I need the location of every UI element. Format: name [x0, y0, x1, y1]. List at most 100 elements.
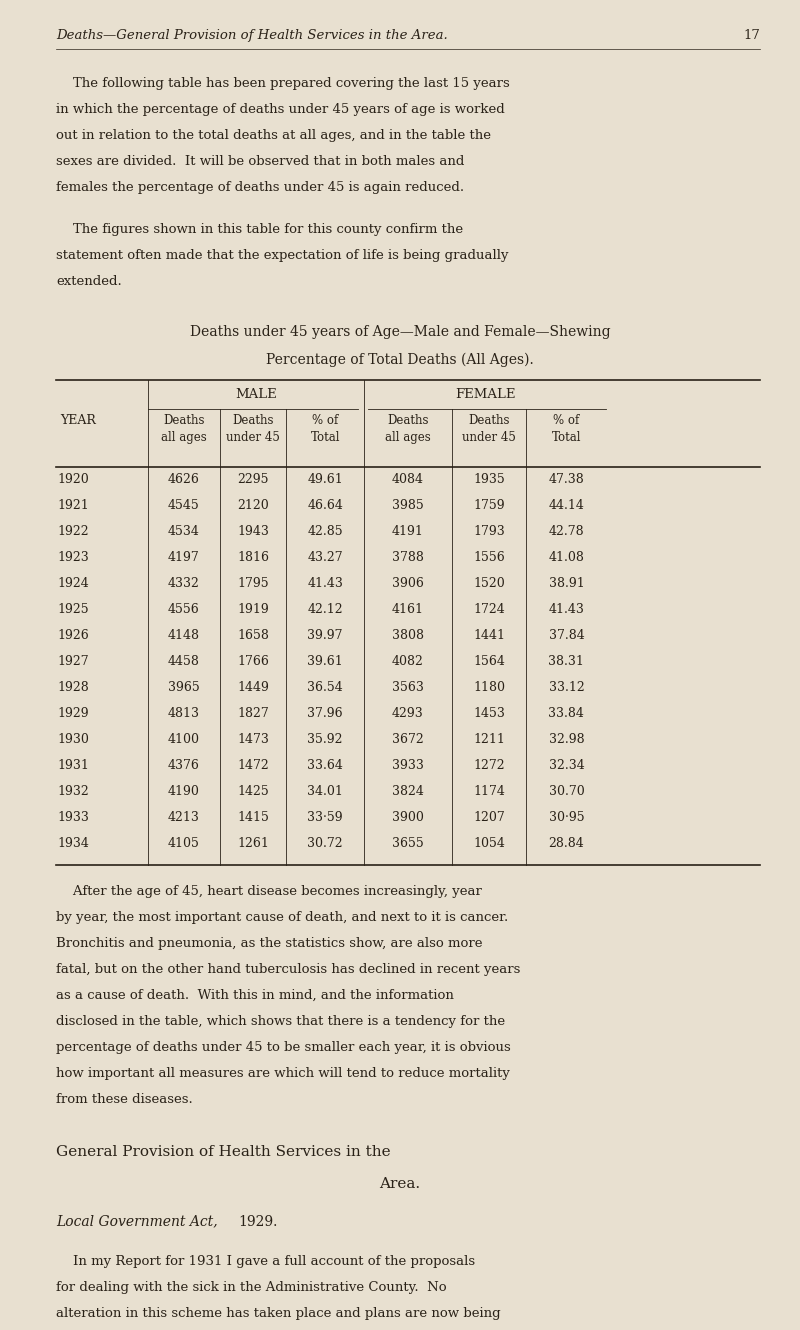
Text: 4293: 4293 [392, 706, 424, 720]
Text: 4148: 4148 [168, 629, 200, 642]
Text: 1919: 1919 [238, 602, 269, 616]
Text: alteration in this scheme has taken place and plans are now being: alteration in this scheme has taken plac… [56, 1307, 501, 1319]
Text: as a cause of death.  With this in mind, and the information: as a cause of death. With this in mind, … [56, 988, 454, 1001]
Text: 4332: 4332 [168, 577, 200, 591]
Text: Deaths
under 45: Deaths under 45 [226, 414, 280, 444]
Text: 1932: 1932 [58, 785, 90, 798]
Text: 33.12: 33.12 [549, 681, 584, 694]
Text: 1472: 1472 [238, 758, 269, 771]
Text: 1658: 1658 [238, 629, 269, 642]
Text: 3788: 3788 [392, 551, 424, 564]
Text: 1930: 1930 [58, 733, 90, 746]
Text: fatal, but on the other hand tuberculosis has declined in recent years: fatal, but on the other hand tuberculosi… [56, 963, 520, 976]
Text: Deaths
all ages: Deaths all ages [385, 414, 431, 444]
Text: Local Government Act,: Local Government Act, [56, 1214, 218, 1229]
Text: 4534: 4534 [168, 525, 200, 539]
Text: 4161: 4161 [392, 602, 424, 616]
Text: 34.01: 34.01 [307, 785, 343, 798]
Text: 4105: 4105 [168, 837, 200, 850]
Text: 1927: 1927 [58, 654, 90, 668]
Text: 30.70: 30.70 [549, 785, 584, 798]
Text: In my Report for 1931 I gave a full account of the proposals: In my Report for 1931 I gave a full acco… [56, 1256, 475, 1267]
Text: 35.92: 35.92 [307, 733, 343, 746]
Text: 1931: 1931 [58, 758, 90, 771]
Text: 3655: 3655 [392, 837, 424, 850]
Text: 33.84: 33.84 [549, 706, 584, 720]
Text: 41.43: 41.43 [307, 577, 343, 591]
Text: Deaths under 45 years of Age—Male and Female—Shewing: Deaths under 45 years of Age—Male and Fe… [190, 325, 610, 339]
Text: 3933: 3933 [392, 758, 424, 771]
Text: 1054: 1054 [474, 837, 505, 850]
Text: 3563: 3563 [392, 681, 424, 694]
Text: 1934: 1934 [58, 837, 90, 850]
Text: 1415: 1415 [238, 810, 269, 823]
Text: Bronchitis and pneumonia, as the statistics show, are also more: Bronchitis and pneumonia, as the statist… [56, 936, 482, 950]
Text: The figures shown in this table for this county confirm the: The figures shown in this table for this… [56, 222, 463, 235]
Text: 47.38: 47.38 [549, 473, 584, 487]
Text: 4813: 4813 [168, 706, 200, 720]
Text: 41.08: 41.08 [549, 551, 584, 564]
Text: 4190: 4190 [168, 785, 200, 798]
Text: statement often made that the expectation of life is being gradually: statement often made that the expectatio… [56, 249, 509, 262]
Text: 1922: 1922 [58, 525, 90, 539]
Text: 3672: 3672 [392, 733, 424, 746]
Text: 4100: 4100 [168, 733, 200, 746]
Text: how important all measures are which will tend to reduce mortality: how important all measures are which wil… [56, 1067, 510, 1080]
Text: 4545: 4545 [168, 499, 200, 512]
Text: females the percentage of deaths under 45 is again reduced.: females the percentage of deaths under 4… [56, 181, 464, 194]
Text: 1449: 1449 [238, 681, 269, 694]
Text: 1943: 1943 [238, 525, 269, 539]
Text: YEAR: YEAR [60, 414, 96, 427]
Text: 1207: 1207 [474, 810, 505, 823]
Text: 1180: 1180 [473, 681, 506, 694]
Text: 4376: 4376 [168, 758, 200, 771]
Text: Area.: Area. [379, 1177, 421, 1192]
Text: 3985: 3985 [392, 499, 424, 512]
Text: 28.84: 28.84 [549, 837, 584, 850]
Text: 2295: 2295 [238, 473, 269, 487]
Text: 46.64: 46.64 [307, 499, 343, 512]
Text: in which the percentage of deaths under 45 years of age is worked: in which the percentage of deaths under … [56, 104, 505, 116]
Text: 1920: 1920 [58, 473, 90, 487]
Text: 41.43: 41.43 [549, 602, 584, 616]
Text: 1795: 1795 [238, 577, 269, 591]
Text: 1425: 1425 [238, 785, 269, 798]
Text: 1924: 1924 [58, 577, 90, 591]
Text: 44.14: 44.14 [549, 499, 584, 512]
Text: 37.84: 37.84 [549, 629, 584, 642]
Text: 1453: 1453 [474, 706, 505, 720]
Text: 42.85: 42.85 [307, 525, 343, 539]
Text: out in relation to the total deaths at all ages, and in the table the: out in relation to the total deaths at a… [56, 129, 491, 142]
Text: 1759: 1759 [474, 499, 505, 512]
Text: Deaths
all ages: Deaths all ages [161, 414, 207, 444]
Text: 36.54: 36.54 [307, 681, 343, 694]
Text: sexes are divided.  It will be observed that in both males and: sexes are divided. It will be observed t… [56, 156, 464, 168]
Text: extended.: extended. [56, 275, 122, 287]
Text: 32.34: 32.34 [549, 758, 584, 771]
Text: 1928: 1928 [58, 681, 90, 694]
Text: % of
Total: % of Total [310, 414, 340, 444]
Text: 2120: 2120 [238, 499, 269, 512]
Text: 1827: 1827 [238, 706, 269, 720]
Text: 1925: 1925 [58, 602, 90, 616]
Text: 1473: 1473 [238, 733, 269, 746]
Text: 4458: 4458 [168, 654, 200, 668]
Text: 1174: 1174 [474, 785, 505, 798]
Text: 1556: 1556 [474, 551, 505, 564]
Text: Deaths
under 45: Deaths under 45 [462, 414, 516, 444]
Text: MALE: MALE [235, 387, 277, 400]
Text: 4197: 4197 [168, 551, 200, 564]
Text: 1929: 1929 [58, 706, 90, 720]
Text: 3906: 3906 [392, 577, 424, 591]
Text: 42.12: 42.12 [307, 602, 343, 616]
Text: 1520: 1520 [474, 577, 505, 591]
Text: The following table has been prepared covering the last 15 years: The following table has been prepared co… [56, 77, 510, 90]
Text: disclosed in the table, which shows that there is a tendency for the: disclosed in the table, which shows that… [56, 1015, 505, 1028]
Text: 4084: 4084 [392, 473, 424, 487]
Text: 37.96: 37.96 [307, 706, 343, 720]
Text: 1923: 1923 [58, 551, 90, 564]
Text: 30·95: 30·95 [549, 810, 584, 823]
Text: from these diseases.: from these diseases. [56, 1092, 193, 1105]
Text: 1933: 1933 [58, 810, 90, 823]
Text: 1926: 1926 [58, 629, 90, 642]
